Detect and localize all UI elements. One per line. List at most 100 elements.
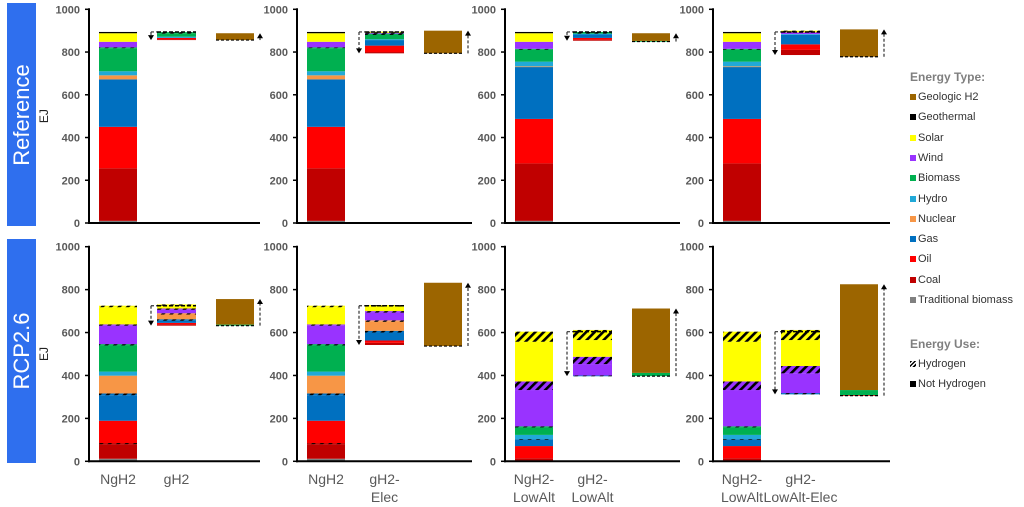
bar-baseline: [515, 331, 553, 462]
panel-1: 0 200 400 600 800 1000 EJ: [37, 4, 263, 230]
bar-segment-coal: [573, 39, 612, 41]
bar-segment-biomass: [216, 324, 254, 326]
panel-8: 0 200 400 600 800 1000 NgH2- LowAlt gH2- LowAlt-E…: [680, 242, 890, 505]
hydrogen-hatch: [99, 47, 137, 49]
y-tick-label: 0: [490, 456, 496, 468]
y-tick-label: 800: [686, 285, 704, 297]
bar-segment-geologic: [840, 284, 878, 391]
bar-segment-wind: [723, 41, 761, 49]
row-label-reference: Reference: [7, 3, 36, 226]
bar-displaced: [365, 304, 404, 345]
bar-segment-wind: [515, 390, 553, 427]
y-tick-label: 600: [62, 328, 80, 340]
bar-segment-solar: [515, 33, 553, 42]
bar-segment-nuclear: [307, 75, 345, 80]
bar-segment-wind: [307, 325, 345, 345]
arrow-down: [772, 31, 781, 56]
bar-displaced: [781, 30, 820, 56]
bar-segment-biomass: [515, 427, 553, 435]
bar-segment-wind: [307, 41, 345, 48]
legend-item-wind: Wind: [910, 151, 943, 165]
y-tick-label: 1000: [264, 242, 288, 254]
arrowhead-up-icon: [465, 30, 471, 36]
hydrogen-hatch: [723, 439, 761, 440]
bar-segment-geologic: [216, 299, 254, 325]
bar-segment-gas: [365, 40, 404, 46]
bar-segment-hydro: [515, 434, 553, 440]
bar-displaced: [573, 329, 612, 377]
bar-segment-coal: [307, 168, 345, 221]
legend-swatch-trad: [910, 297, 916, 303]
bar-segment-gas: [723, 66, 761, 119]
legend-swatch-biomass: [910, 175, 916, 182]
hydrogen-hatch: [515, 426, 553, 428]
hydrogen-hatch: [723, 48, 761, 50]
bar-segment-biomass: [99, 345, 137, 372]
bar-segment-geologic: [424, 282, 462, 347]
bar-baseline: [307, 305, 345, 462]
legend-item-trad: Traditional biomass: [910, 293, 1013, 307]
bar-segment-gas: [723, 439, 761, 447]
bar-segment-geothermal: [307, 31, 345, 34]
y-tick-label: 600: [270, 90, 288, 102]
bar-segment-coal: [723, 458, 761, 461]
hydrogen-hatch: [573, 329, 612, 341]
bar-displaced: [781, 329, 820, 395]
legend-label: Oil: [918, 253, 932, 266]
legend-item-oil: Oil: [910, 252, 931, 266]
x-category-label: NgH2-: [514, 471, 555, 487]
bar-segment-hydro: [515, 61, 553, 67]
x-category-label: NgH2-: [722, 471, 763, 487]
bar-segment-trad: [99, 220, 137, 223]
hydrogen-hatch: [157, 319, 196, 321]
arrowhead-down-icon: [148, 35, 154, 41]
y-tick-label: 0: [698, 218, 704, 230]
bar-segment-nuclear: [157, 314, 196, 320]
hydrogen-hatch: [573, 31, 612, 34]
bar-segment-gas: [307, 395, 345, 421]
bar-segment-oil: [99, 420, 137, 444]
y-tick-label: 0: [698, 456, 704, 468]
arrow-up: [465, 30, 471, 54]
bar-segment-coal: [365, 52, 404, 54]
bar-segment-coal: [781, 49, 820, 56]
bar-segment-solar: [723, 341, 761, 382]
bar-segment-gas: [573, 34, 612, 38]
bar-segment-hydro: [781, 34, 820, 35]
bar-segment-oil: [365, 340, 404, 343]
y-tick-label: 0: [490, 218, 496, 230]
bar-segment-biomass: [723, 49, 761, 62]
legend-item-solar: Solar: [910, 131, 944, 145]
hydrogen-hatch: [157, 308, 196, 310]
bar-geologic: [840, 284, 878, 397]
hydrogen-hatch: [99, 344, 137, 346]
y-tick-label: 800: [686, 47, 704, 59]
x-category-label: LowAlt: [513, 489, 555, 505]
bar-segment-geologic: [632, 308, 670, 373]
y-tick-label: 400: [478, 370, 496, 382]
legend-swatch-oil: [910, 256, 916, 263]
hydrogen-hatch: [781, 329, 820, 341]
y-tick-label: 400: [270, 370, 288, 382]
panel-2: 0 200 400 600 800 1000: [264, 4, 472, 230]
bar-segment-oil: [157, 37, 196, 40]
bar-segment-nuclear: [515, 66, 553, 68]
bar-segment-wind: [573, 364, 612, 376]
legend-label: Solar: [918, 131, 944, 144]
legend-item-nuclear: Nuclear: [910, 212, 956, 226]
legend-label: Biomass: [918, 172, 961, 185]
y-tick-label: 200: [478, 413, 496, 425]
bar-segment-solar: [157, 305, 196, 309]
legend-label: Geologic H2: [918, 91, 979, 103]
y-tick-label: 600: [686, 328, 704, 340]
bar-segment-geothermal: [99, 31, 137, 34]
legend-label: Coal: [918, 273, 941, 286]
y-tick-label: 1000: [680, 4, 704, 16]
y-tick-label: 800: [478, 47, 496, 59]
arrowhead-up-icon: [881, 29, 887, 35]
x-category-label: Elec: [371, 489, 398, 505]
legend-label: Hydro: [918, 192, 948, 205]
bar-segment-biomass: [307, 345, 345, 372]
y-tick-label: 400: [62, 370, 80, 382]
bar-segment-geologic: [840, 29, 878, 57]
